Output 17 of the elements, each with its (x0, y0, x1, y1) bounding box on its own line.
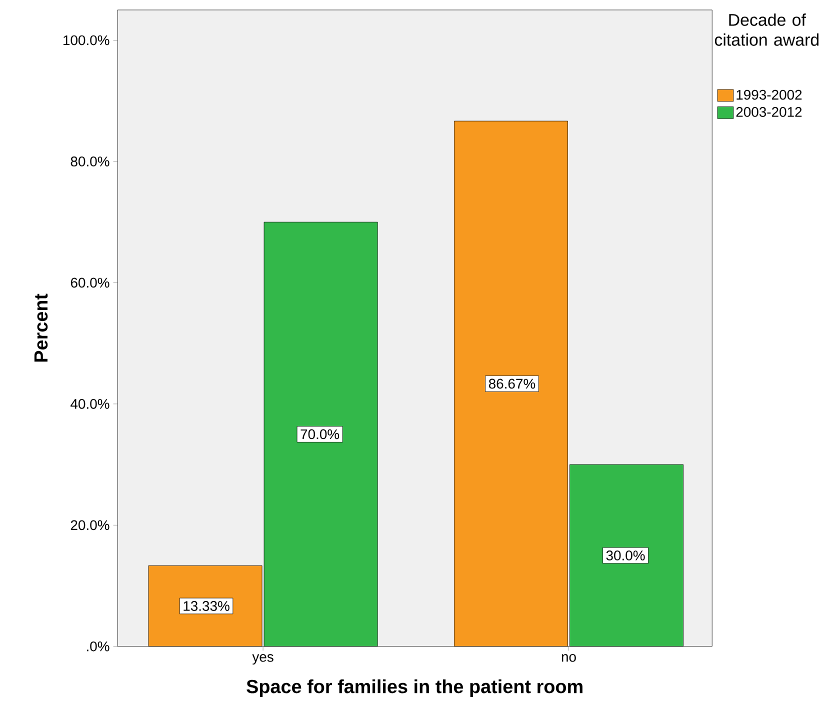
x-tick-label: no (562, 654, 576, 662)
x-axis-title: Space for families in the patient room (246, 679, 582, 697)
data-label: 13.33% (184, 600, 230, 611)
y-tick-label: 40.0% (70, 398, 110, 409)
y-tick-label: .0% (87, 641, 110, 652)
y-tick-label: 60.0% (70, 278, 110, 288)
y-tick-label: 80.0% (70, 156, 110, 166)
data-label: 30.0% (606, 550, 645, 560)
x-tick-label: yes (252, 654, 274, 664)
legend-label: 2003-2012 (736, 106, 802, 117)
legend-label: 1993-2002 (736, 90, 802, 100)
y-tick-label: 100.0% (64, 35, 110, 46)
legend-title: Decade of citation award (714, 13, 818, 46)
y-tick-label: 20.0% (70, 520, 110, 530)
data-label: 86.67% (488, 378, 536, 389)
y-axis-title: Percent (34, 294, 48, 362)
data-label: 70.0% (300, 429, 340, 440)
